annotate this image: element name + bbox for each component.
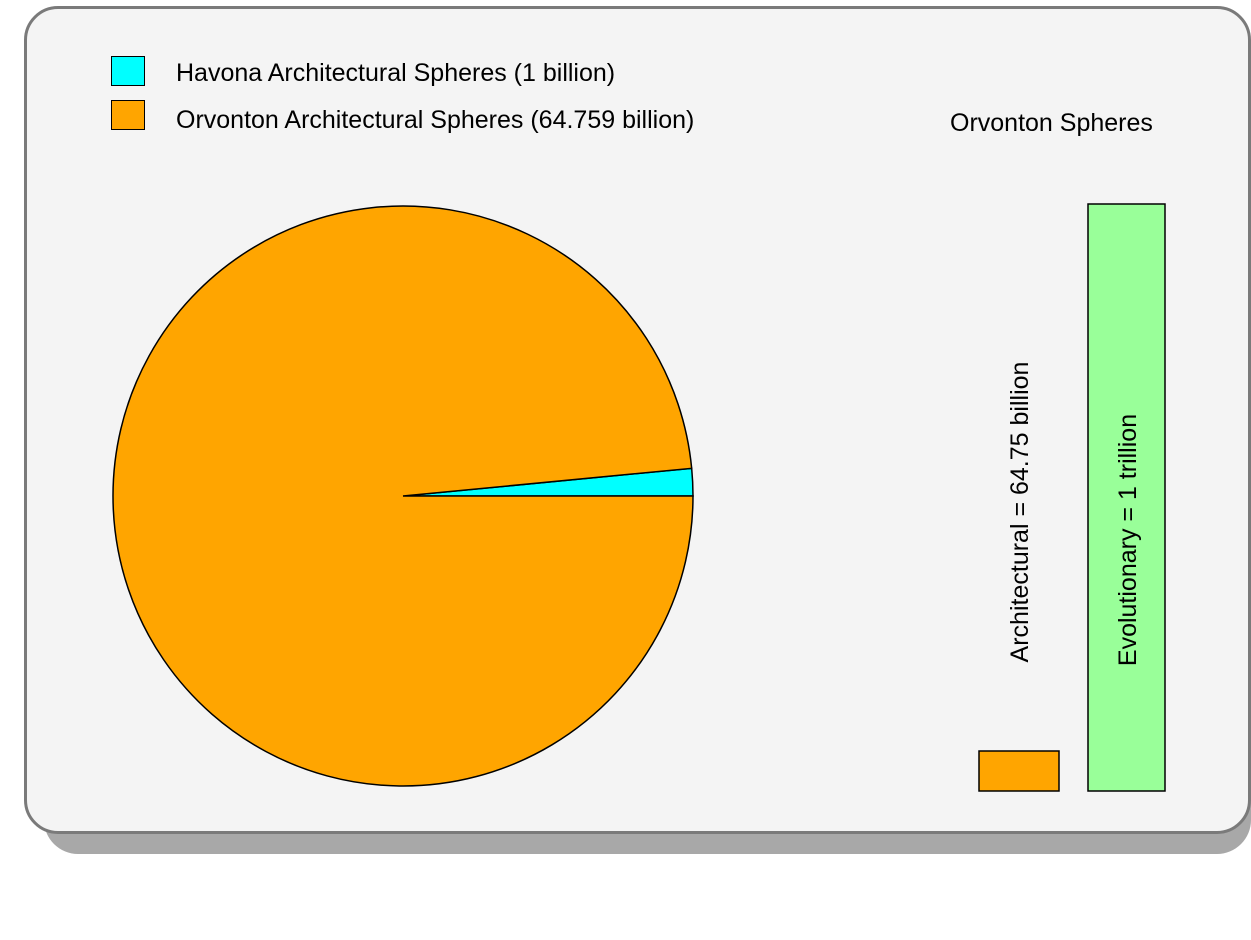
legend-label-havona: Havona Architectural Spheres (1 billion) [176, 59, 616, 87]
legend-label-orvonton: Orvonton Architectural Spheres (64.759 b… [176, 106, 695, 134]
bar-label-0: Architectural = 64.75 billion [1006, 362, 1034, 663]
bar-0 [978, 750, 1060, 792]
legend-swatch-orvonton [111, 100, 145, 130]
bar-label-1: Evolutionary = 1 trillion [1114, 414, 1142, 666]
pie-chart [112, 205, 694, 787]
bar-chart: Architectural = 64.75 billion Evolutionar… [978, 203, 1166, 792]
bar-1 [1087, 203, 1166, 792]
pie-slice-1 [112, 205, 694, 787]
bar-chart-title: Orvonton Spheres [950, 109, 1153, 137]
legend-swatch-havona [111, 56, 145, 86]
